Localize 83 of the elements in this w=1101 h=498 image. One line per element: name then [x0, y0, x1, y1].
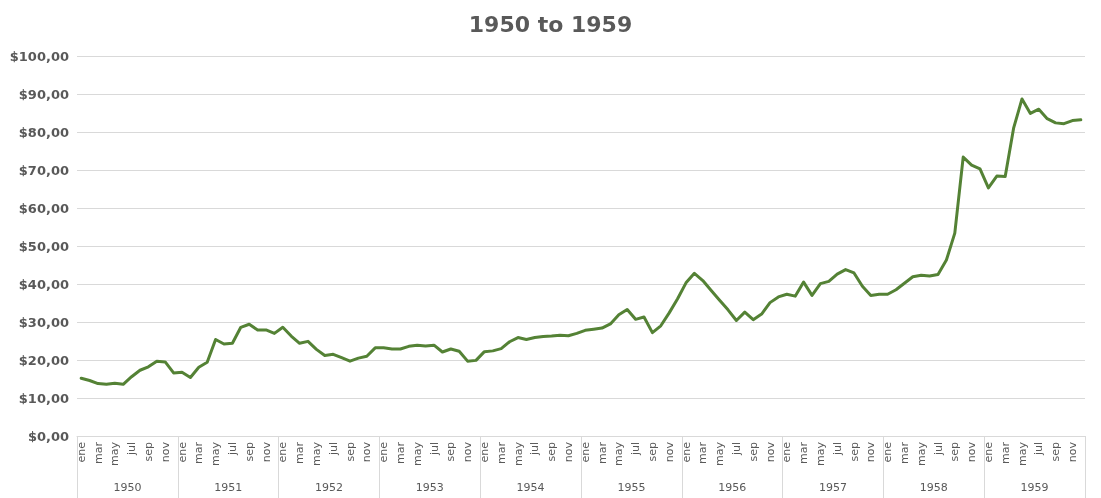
x-tick-label: jul: [729, 442, 743, 457]
x-tick-label: nov: [965, 441, 979, 463]
y-tick-label: $90,00: [18, 86, 69, 102]
x-tick-label: ene: [276, 441, 290, 463]
y-tick-label: $10,00: [18, 390, 69, 406]
x-tick-label: ene: [74, 441, 88, 463]
x-tick-label: sep: [746, 441, 760, 462]
x-tick-label: ene: [578, 441, 592, 463]
x-tick-label: jul: [629, 442, 643, 457]
text: 1950: [113, 481, 142, 494]
y-tick-label: $0,00: [27, 428, 69, 444]
x-tick-label: mar: [91, 441, 105, 464]
x-tick-label: nov: [259, 441, 273, 463]
x-tick-label: may: [309, 441, 323, 466]
x-tick-label: ene: [881, 441, 895, 463]
x-tick-label: nov: [864, 441, 878, 463]
x-tick-label: may: [914, 441, 928, 466]
x-tick-label: may: [1015, 441, 1029, 466]
x-tick-label: may: [410, 441, 424, 466]
x-tick-label: sep: [1049, 441, 1063, 462]
x-tick-label: ene: [981, 441, 995, 463]
x-tick-label: may: [813, 441, 827, 466]
x-tick-label: jul: [528, 442, 542, 457]
text: 1952: [315, 481, 343, 494]
x-tick-label: may: [612, 441, 626, 466]
x-tick-label: ene: [477, 441, 491, 463]
x-tick-label: nov: [763, 441, 777, 463]
x-tick-label: sep: [645, 441, 659, 462]
x-tick-label: may: [511, 441, 525, 466]
x-tick-label: mar: [494, 441, 508, 464]
x-tick-label: ene: [377, 441, 391, 463]
y-tick-label: $100,00: [9, 48, 69, 64]
x-tick-label: nov: [1065, 441, 1079, 463]
x-tick-label: jul: [225, 442, 239, 457]
text: 1959: [1020, 481, 1049, 494]
x-tick-label: mar: [696, 441, 710, 464]
x-tick-label: mar: [797, 441, 811, 464]
text: 1956: [718, 481, 747, 494]
x-tick-label: sep: [343, 441, 357, 462]
x-tick-label: mar: [595, 441, 609, 464]
x-tick-label: sep: [948, 441, 962, 462]
x-tick-label: mar: [998, 441, 1012, 464]
line-series: [79, 97, 1083, 386]
x-tick-label: sep: [242, 441, 256, 462]
x-tick-label: ene: [175, 441, 189, 463]
text: 1953: [415, 481, 444, 494]
text: 1957: [819, 481, 847, 494]
x-tick-label: nov: [561, 441, 575, 463]
y-tick-label: $60,00: [18, 200, 69, 216]
x-tick-label: may: [713, 441, 727, 466]
x-tick-label: mar: [897, 441, 911, 464]
x-tick-label: jul: [125, 442, 139, 457]
chart-title: 1950 to 1959: [468, 11, 633, 37]
y-tick-label: $50,00: [18, 238, 69, 254]
y-tick-label: $70,00: [18, 162, 69, 178]
x-tick-label: may: [108, 441, 122, 466]
x-tick-label: ene: [780, 441, 794, 463]
x-tick-label: jul: [1032, 442, 1046, 457]
y-tick-label: $30,00: [18, 314, 69, 330]
y-tick-label: $20,00: [18, 352, 69, 368]
x-tick-label: mar: [293, 441, 307, 464]
x-tick-label: nov: [461, 441, 475, 463]
text: 1955: [617, 481, 646, 494]
x-tick-label: sep: [545, 441, 559, 462]
text: 1958: [919, 481, 948, 494]
x-tick-label: jul: [931, 442, 945, 457]
text: 1951: [214, 481, 243, 494]
x-tick-label: jul: [326, 442, 340, 457]
x-tick-label: sep: [444, 441, 458, 462]
x-tick-label: ene: [679, 441, 693, 463]
x-tick-label: mar: [393, 441, 407, 464]
x-tick-label: may: [209, 441, 223, 466]
y-tick-label: $40,00: [18, 276, 69, 292]
x-tick-label: sep: [141, 441, 155, 462]
y-tick-label: $80,00: [18, 124, 69, 140]
x-tick-label: jul: [427, 442, 441, 457]
text: 1954: [516, 481, 545, 494]
x-tick-label: jul: [830, 442, 844, 457]
x-tick-label: nov: [360, 441, 374, 463]
x-tick-label: mar: [192, 441, 206, 464]
x-tick-label: sep: [847, 441, 861, 462]
x-tick-label: nov: [158, 441, 172, 463]
x-tick-label: nov: [662, 441, 676, 463]
